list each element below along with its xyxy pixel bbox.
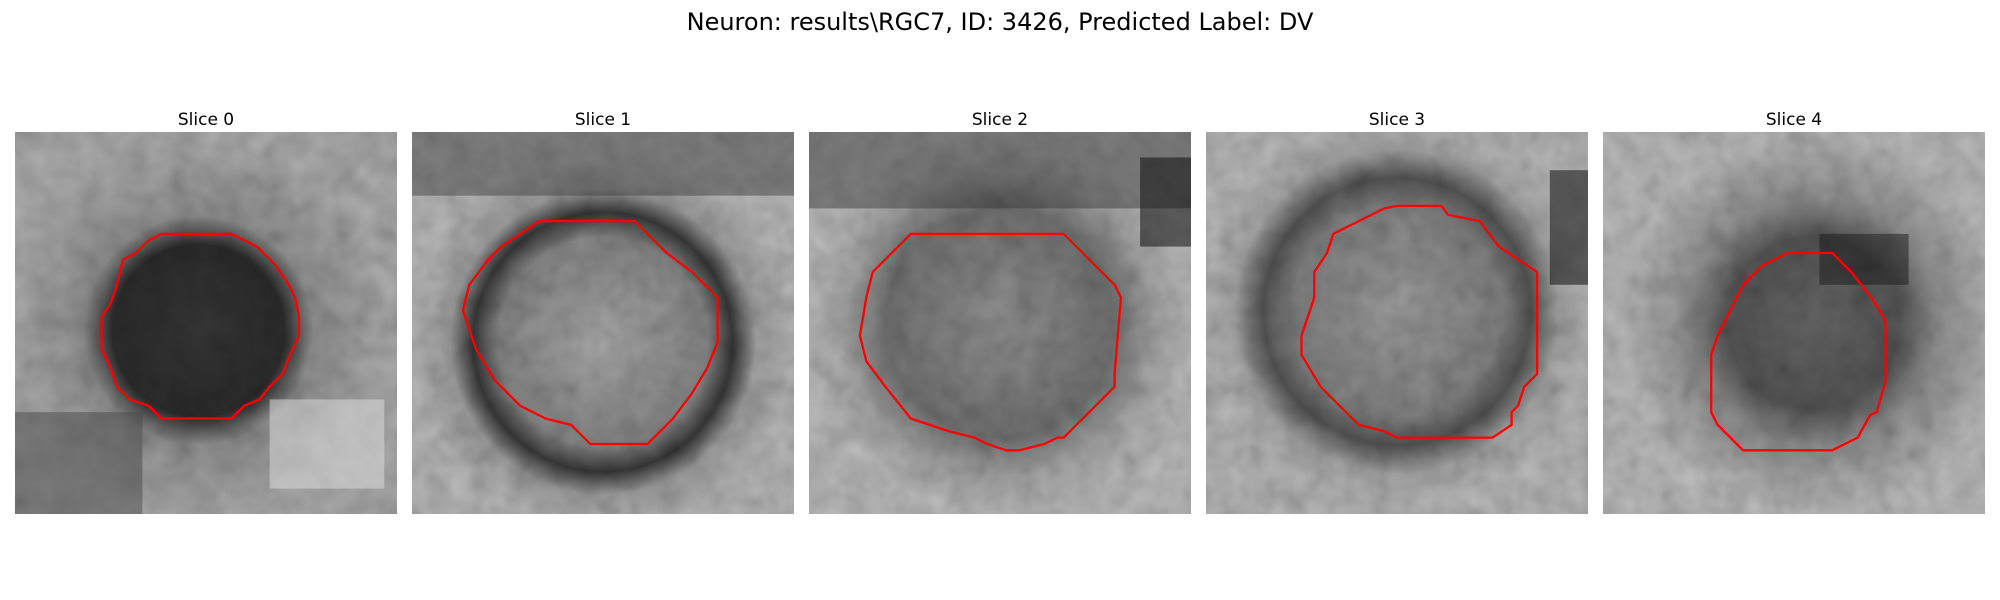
slice-image-2	[809, 132, 1191, 514]
slice-3-dark-edge	[1549, 170, 1588, 285]
slice-image-3	[1206, 132, 1588, 514]
slice-image-4	[1603, 132, 1985, 514]
slice-4-dark-spot	[1819, 233, 1909, 285]
slice-panel-1: Slice 1	[412, 108, 794, 514]
slice-3-texture	[1206, 132, 1588, 514]
slice-panel-3: Slice 3	[1206, 108, 1588, 514]
figure-title: Neuron: results\RGC7, ID: 3426, Predicte…	[686, 8, 1314, 36]
slice-title-4: Slice 4	[1765, 110, 1823, 130]
slice-2-contour	[858, 232, 1123, 452]
slice-2-texture	[809, 132, 1191, 514]
slice-2-dark-corner	[1140, 157, 1191, 247]
slice-4-texture	[1603, 132, 1985, 514]
slice-title-3: Slice 3	[1368, 110, 1426, 130]
slice-image-0	[15, 132, 397, 514]
slice-title-0: Slice 0	[177, 110, 235, 130]
slice-0-bright-region	[269, 399, 385, 489]
slice-panel-2: Slice 2	[809, 108, 1191, 514]
slice-0-dark-region	[15, 412, 143, 514]
slice-1-texture	[412, 132, 794, 514]
slice-panel-0: Slice 0	[15, 108, 397, 514]
slice-3-contour	[1300, 204, 1539, 439]
slice-panel-4: Slice 4	[1603, 108, 1985, 514]
slice-title-1: Slice 1	[574, 110, 632, 130]
slice-4-contour	[1710, 251, 1887, 452]
slice-2-dark-top	[809, 132, 1191, 209]
slice-image-1	[412, 132, 794, 514]
slice-0-contour	[100, 232, 301, 420]
slice-1-contour	[461, 219, 719, 446]
slice-title-2: Slice 2	[971, 110, 1029, 130]
slice-1-dark-top	[412, 132, 794, 196]
